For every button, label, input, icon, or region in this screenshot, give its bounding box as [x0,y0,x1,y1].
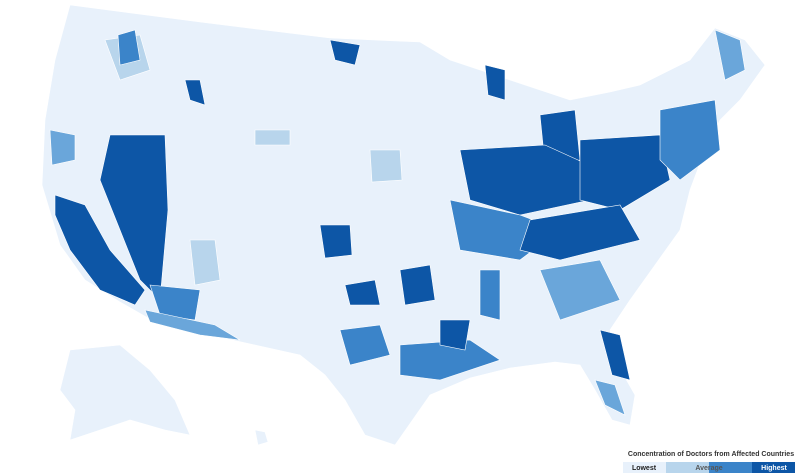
legend-label: Lowest [632,465,657,472]
region-utah [189,239,221,286]
region-plains [369,149,403,183]
hawaii [254,429,269,446]
region-maine [714,29,746,81]
legend-swatch [709,462,752,473]
legend-swatch [666,462,709,473]
region-nevada [99,134,169,301]
region-ar [399,264,436,306]
region-la [439,319,471,351]
legend-title: Concentration of Doctors from Affected C… [628,451,794,458]
region-wa [117,29,141,66]
legend-swatch [752,462,795,473]
region-nd [329,39,361,66]
legend-label: Highest [761,465,787,472]
alaska [59,344,191,441]
region-montana [184,79,206,106]
legend-label: Average [695,465,722,472]
legend: Concentration of Doctors from Affected C… [623,451,795,473]
region-fl-west [594,379,626,416]
region-arizona [149,284,201,321]
us-map [41,4,766,446]
region-ky-tn [519,204,641,261]
region-ok [344,279,381,306]
region-ks [319,224,353,259]
region-wi [484,64,506,101]
region-oregon [49,129,76,166]
region-fl [599,329,631,381]
region-southwest [144,309,241,341]
legend-swatch [623,462,666,473]
region-tx [339,324,391,366]
region-ne [659,99,721,181]
region-co [254,129,291,146]
region-southeast [539,259,621,321]
region-ms [479,269,501,321]
region-oh-pa [579,134,671,211]
region-california [54,194,146,306]
